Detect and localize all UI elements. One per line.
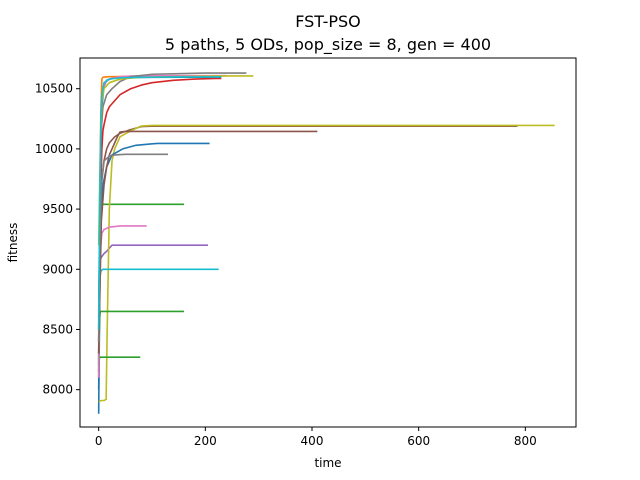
x-axis: 0 200 400 600 800 [95, 427, 537, 448]
y-tick-label: 9500 [42, 202, 73, 216]
x-tick-label: 200 [194, 434, 217, 448]
y-axis: 8000 8500 9000 9500 10000 10500 [35, 82, 80, 397]
series-line-9 [98, 124, 555, 403]
y-tick-label: 10000 [35, 142, 73, 156]
series-line-18 [97, 76, 222, 330]
x-axis-label: time [314, 456, 341, 470]
chart-title: FST-PSO [295, 12, 361, 31]
x-tick-label: 800 [514, 434, 537, 448]
series-layer [97, 72, 555, 414]
x-tick-label: 600 [407, 434, 430, 448]
y-tick-label: 8000 [42, 383, 73, 397]
y-tick-label: 9000 [42, 262, 73, 276]
x-tick-label: 400 [301, 434, 324, 448]
plot-area [97, 72, 555, 414]
series-line-15 [97, 130, 318, 354]
y-tick-label: 10500 [35, 82, 73, 96]
y-tick-label: 8500 [42, 322, 73, 336]
plot-frame [79, 57, 577, 428]
y-axis-label: fitness [6, 223, 20, 263]
chart-subtitle: 5 paths, 5 ODs, pop_size = 8, gen = 400 [165, 35, 491, 55]
x-tick-label: 0 [95, 434, 103, 448]
series-line-4 [97, 77, 222, 342]
